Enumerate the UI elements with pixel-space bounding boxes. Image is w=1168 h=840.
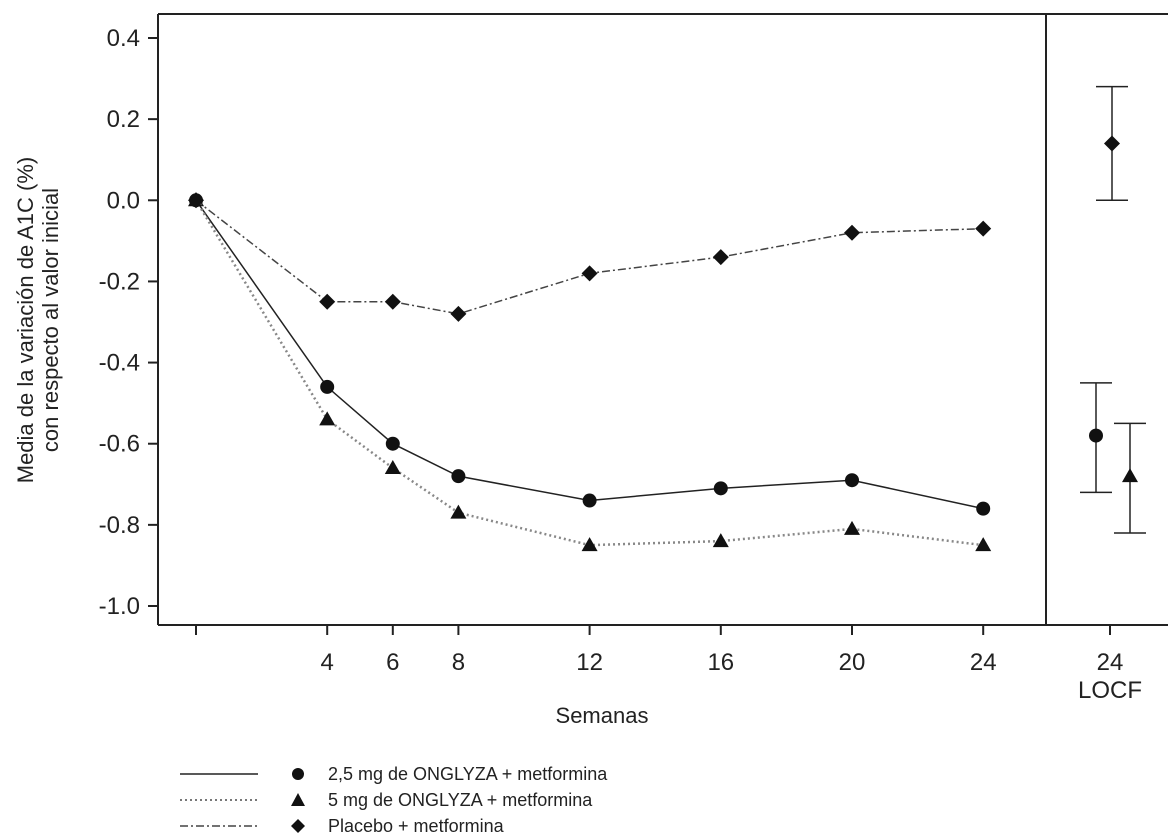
y-tick-label: -1.0 bbox=[99, 593, 140, 620]
locf-sublabel: LOCF bbox=[1078, 677, 1142, 704]
x-tick-label: 24 bbox=[970, 649, 997, 676]
x-tick-label: 16 bbox=[707, 649, 734, 676]
series-line bbox=[195, 199, 984, 510]
legend-entry-2-5mg: 2,5 mg de ONGLYZA + metformina bbox=[180, 764, 608, 784]
data-point-triangle bbox=[319, 411, 336, 426]
legend-marker-triangle bbox=[291, 793, 305, 806]
locf-point-circle bbox=[1089, 428, 1103, 443]
y-tick-label: -0.4 bbox=[99, 350, 140, 377]
data-point-circle bbox=[845, 473, 859, 488]
y-axis-ticks: 0.4 0.2 0.0 -0.2 -0.4 -0.6 -0.8 -1.0 bbox=[99, 25, 158, 620]
data-point-circle bbox=[713, 481, 728, 496]
y-axis-title-line2: con respecto al valor inicial bbox=[38, 188, 63, 452]
legend-marker-diamond bbox=[291, 819, 305, 833]
data-point-triangle bbox=[581, 537, 598, 552]
series-1 bbox=[189, 193, 991, 516]
data-point-circle bbox=[582, 493, 597, 508]
y-tick-label: -0.6 bbox=[99, 431, 140, 458]
data-point-circle bbox=[385, 436, 400, 451]
x-tick-label: 8 bbox=[452, 649, 465, 676]
data-point-diamond bbox=[319, 293, 336, 310]
data-point-triangle bbox=[975, 537, 992, 552]
legend-marker-circle bbox=[292, 768, 304, 780]
series-3 bbox=[188, 192, 992, 322]
locf-errorbar-3 bbox=[1096, 85, 1128, 202]
locf-errorbar-1 bbox=[1080, 382, 1112, 494]
data-point-circle bbox=[451, 469, 466, 484]
data-point-diamond bbox=[712, 249, 729, 266]
data-point-triangle bbox=[712, 533, 729, 548]
series-layer bbox=[188, 192, 992, 552]
data-point-circle bbox=[976, 501, 991, 516]
plot-frames bbox=[157, 13, 1168, 626]
series-line bbox=[195, 199, 984, 315]
y-tick-label: -0.2 bbox=[99, 268, 140, 295]
data-point-diamond bbox=[844, 224, 860, 241]
legend-label-2-5mg: 2,5 mg de ONGLYZA + metformina bbox=[328, 764, 608, 784]
legend-entry-placebo: Placebo + metformina bbox=[180, 816, 505, 836]
data-point-diamond bbox=[975, 220, 992, 237]
y-tick-label: -0.8 bbox=[99, 512, 140, 539]
y-tick-label: 0.0 bbox=[107, 187, 140, 214]
legend-label-placebo: Placebo + metformina bbox=[328, 816, 505, 836]
x-axis-ticks: 4 6 8 12 16 20 24 bbox=[195, 625, 1111, 676]
legend-entry-5mg: 5 mg de ONGLYZA + metformina bbox=[180, 790, 593, 810]
data-point-circle bbox=[320, 379, 335, 394]
legend-label-5mg: 5 mg de ONGLYZA + metformina bbox=[328, 790, 593, 810]
data-point-diamond bbox=[384, 293, 401, 310]
data-point-triangle bbox=[384, 460, 401, 475]
y-tick-label: 0.2 bbox=[107, 106, 140, 133]
y-axis-title-group: Media de la variación de A1C (%) con res… bbox=[13, 157, 63, 484]
data-point-diamond bbox=[188, 192, 204, 209]
data-point-triangle bbox=[450, 504, 467, 519]
locf-point-diamond bbox=[1104, 135, 1120, 152]
data-point-triangle bbox=[844, 520, 860, 535]
data-point-diamond bbox=[581, 265, 598, 282]
x-axis-title: Semanas bbox=[556, 703, 649, 728]
y-axis-title-line1: Media de la variación de A1C (%) bbox=[13, 157, 38, 484]
x-tick-label: 20 bbox=[839, 649, 866, 676]
x-tick-label: 4 bbox=[321, 649, 334, 676]
legend: 2,5 mg de ONGLYZA + metformina 5 mg de O… bbox=[180, 764, 608, 836]
locf-point-triangle bbox=[1122, 468, 1138, 483]
series-line bbox=[194, 199, 984, 547]
locf-errorbar-2 bbox=[1114, 422, 1146, 534]
x-tick-label: 6 bbox=[386, 649, 399, 676]
y-tick-label: 0.4 bbox=[107, 25, 140, 52]
locf-layer bbox=[1080, 85, 1146, 534]
locf-tick-label: 24 bbox=[1097, 649, 1124, 676]
data-point-diamond bbox=[450, 305, 467, 322]
x-tick-label: 12 bbox=[576, 649, 603, 676]
